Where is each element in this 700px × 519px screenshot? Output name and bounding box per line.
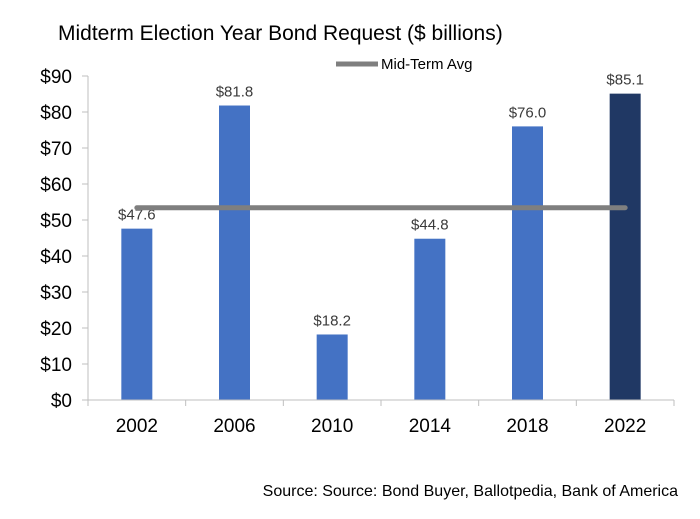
chart-title: Midterm Election Year Bond Request ($ bi… bbox=[58, 22, 503, 45]
axes bbox=[87, 76, 675, 406]
y-tick-label: $50 bbox=[40, 211, 72, 232]
y-tick-label: $80 bbox=[40, 103, 72, 124]
bar-2018 bbox=[512, 126, 543, 401]
y-tick-label: $10 bbox=[40, 355, 72, 376]
data-label-2006: $81.8 bbox=[216, 84, 254, 101]
data-label-2002: $47.6 bbox=[118, 207, 156, 224]
bar-2010 bbox=[316, 334, 348, 400]
y-tick-label: $0 bbox=[51, 391, 72, 412]
y-tick-label: $60 bbox=[40, 175, 72, 196]
bars bbox=[121, 93, 641, 401]
legend-avg-label: Mid-Term Avg bbox=[381, 56, 472, 73]
x-tick-label: 2022 bbox=[604, 416, 646, 437]
source-note: Source: Source: Bond Buyer, Ballotpedia,… bbox=[263, 483, 678, 500]
x-tick-label: 2010 bbox=[311, 416, 353, 437]
bar-2014 bbox=[414, 238, 446, 400]
bar-2022 bbox=[609, 93, 641, 400]
y-tick-label: $70 bbox=[40, 139, 72, 160]
x-tick-label: 2014 bbox=[409, 416, 452, 437]
legend: Mid-Term Avg bbox=[336, 56, 472, 73]
data-label-2010: $18.2 bbox=[313, 312, 351, 329]
x-tick-label: 2002 bbox=[116, 416, 158, 437]
data-label-2022: $85.1 bbox=[606, 72, 644, 89]
bar-2006 bbox=[219, 105, 250, 401]
x-tick-label: 2018 bbox=[506, 416, 548, 437]
y-tick-label: $30 bbox=[40, 283, 72, 304]
data-label-2014: $44.8 bbox=[411, 217, 449, 234]
x-axis-ticks: 2002 2006 2010 2014 2018 2022 bbox=[116, 416, 647, 437]
bar-2002 bbox=[121, 228, 153, 400]
data-label-2018: $76.0 bbox=[509, 104, 547, 121]
x-tick-label: 2006 bbox=[213, 416, 255, 437]
data-labels: $47.6 $81.8 $18.2 $44.8 $76.0 $85.1 bbox=[118, 72, 644, 330]
y-tick-label: $90 bbox=[40, 67, 72, 88]
y-tick-label: $40 bbox=[40, 247, 72, 268]
y-tick-label: $20 bbox=[40, 319, 72, 340]
y-axis-ticks: $0 $10 $20 $30 $40 $50 $60 $70 $80 $90 bbox=[40, 67, 88, 412]
